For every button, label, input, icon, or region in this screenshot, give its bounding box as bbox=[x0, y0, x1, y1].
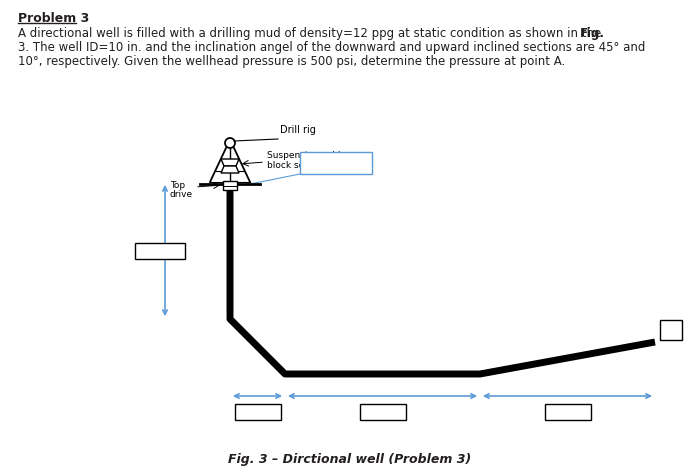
Polygon shape bbox=[221, 159, 239, 167]
Bar bbox=[234, 404, 281, 420]
Text: Problem 3: Problem 3 bbox=[18, 12, 90, 25]
Text: 10°, respectively. Given the wellhead pressure is 500 psi, determine the pressur: 10°, respectively. Given the wellhead pr… bbox=[18, 55, 566, 68]
Bar bbox=[300, 153, 372, 175]
Text: 3000 ft: 3000 ft bbox=[141, 246, 178, 256]
Text: 200 ft: 200 ft bbox=[242, 407, 273, 417]
Text: 3. The well ID=10 in. and the inclination angel of the downward and upward incli: 3. The well ID=10 in. and the inclinatio… bbox=[18, 41, 645, 54]
Bar bbox=[545, 404, 591, 420]
Text: A directional well is filled with a drilling mud of density=12 ppg at static con: A directional well is filled with a dril… bbox=[18, 27, 605, 40]
Text: 500 ft: 500 ft bbox=[368, 407, 398, 417]
Text: Rig floor: Rig floor bbox=[313, 159, 359, 169]
Bar bbox=[660, 320, 682, 340]
Bar bbox=[223, 182, 237, 190]
Bar bbox=[135, 243, 185, 259]
Text: A: A bbox=[666, 324, 676, 337]
Text: block set: block set bbox=[267, 161, 308, 169]
Text: Suspension cable: Suspension cable bbox=[267, 151, 346, 159]
Bar bbox=[360, 404, 405, 420]
Text: Drill rig: Drill rig bbox=[280, 125, 316, 135]
Polygon shape bbox=[221, 167, 239, 174]
Text: Fig.: Fig. bbox=[580, 27, 605, 40]
Text: drive: drive bbox=[170, 189, 193, 198]
Text: 500 ft: 500 ft bbox=[552, 407, 583, 417]
Text: Top: Top bbox=[170, 180, 185, 189]
Text: Fig. 3 – Dirctional well (Problem 3): Fig. 3 – Dirctional well (Problem 3) bbox=[228, 452, 472, 465]
